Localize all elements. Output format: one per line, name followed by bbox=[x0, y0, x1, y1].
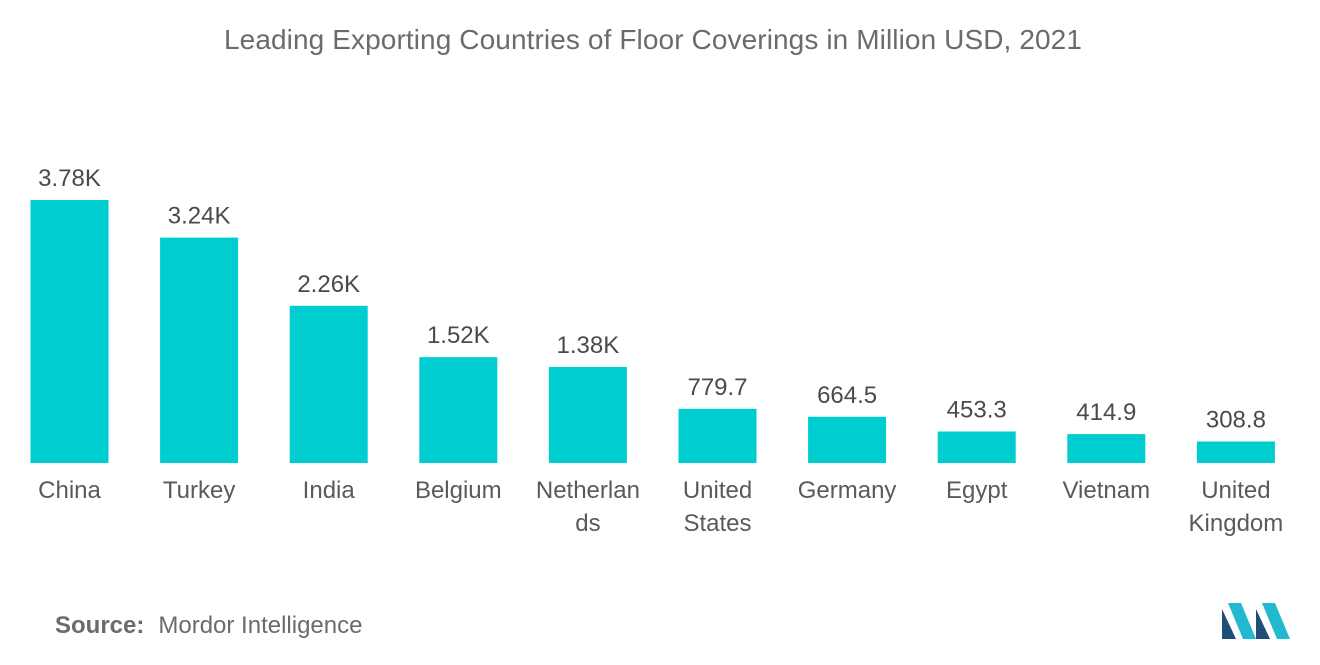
value-label-0: 3.78K bbox=[38, 165, 101, 192]
category-labels-layer: China Turkey India Belgium Netherlan ds United… bbox=[38, 477, 1283, 537]
value-label-8: 414.9 bbox=[1076, 399, 1136, 426]
value-label-4: 1.38K bbox=[557, 332, 620, 359]
bar-6 bbox=[808, 416, 887, 463]
mordor-intelligence-logo-icon bbox=[1222, 603, 1290, 639]
category-label-6: Germany bbox=[798, 477, 897, 504]
source-label: Source: bbox=[55, 612, 145, 639]
category-label-9: United Kingdom bbox=[1189, 477, 1284, 537]
bar-9 bbox=[1196, 441, 1275, 463]
value-label-2: 2.26K bbox=[297, 271, 360, 298]
bar-4 bbox=[548, 367, 627, 463]
category-label-8: Vietnam bbox=[1062, 477, 1150, 504]
bar-1 bbox=[160, 237, 239, 463]
category-label-2: India bbox=[303, 477, 356, 504]
category-label-3: Belgium bbox=[415, 477, 502, 504]
bars-layer bbox=[30, 200, 1275, 463]
category-label-5: United States bbox=[683, 477, 752, 537]
bar-0 bbox=[30, 200, 109, 463]
value-label-6: 664.5 bbox=[817, 382, 877, 409]
value-label-7: 453.3 bbox=[947, 397, 1007, 424]
bar-chart: 3.78K 3.24K 2.26K 1.52K 1.38K 779.7 664.5 453.3… bbox=[30, 165, 1283, 537]
value-labels-layer: 3.78K 3.24K 2.26K 1.52K 1.38K 779.7 664.5 453.3… bbox=[38, 165, 1266, 434]
category-label-7: Egypt bbox=[946, 477, 1008, 504]
bar-8 bbox=[1067, 434, 1146, 463]
bar-3 bbox=[419, 357, 498, 463]
category-label-1: Turkey bbox=[163, 477, 235, 504]
bar-5 bbox=[678, 408, 757, 463]
source-text: Mordor Intelligence bbox=[158, 612, 363, 639]
source-note: Source: Mordor Intelligence bbox=[55, 612, 362, 640]
value-label-5: 779.7 bbox=[687, 374, 747, 401]
chart-title: Leading Exporting Countries of Floor Cov… bbox=[223, 24, 1083, 55]
bar-2 bbox=[289, 305, 368, 463]
value-label-9: 308.8 bbox=[1206, 407, 1266, 434]
value-label-3: 1.52K bbox=[427, 322, 490, 349]
category-label-4: Netherlan ds bbox=[536, 477, 640, 537]
value-label-1: 3.24K bbox=[168, 203, 231, 230]
category-label-0: China bbox=[38, 477, 101, 504]
bar-7 bbox=[937, 431, 1016, 463]
